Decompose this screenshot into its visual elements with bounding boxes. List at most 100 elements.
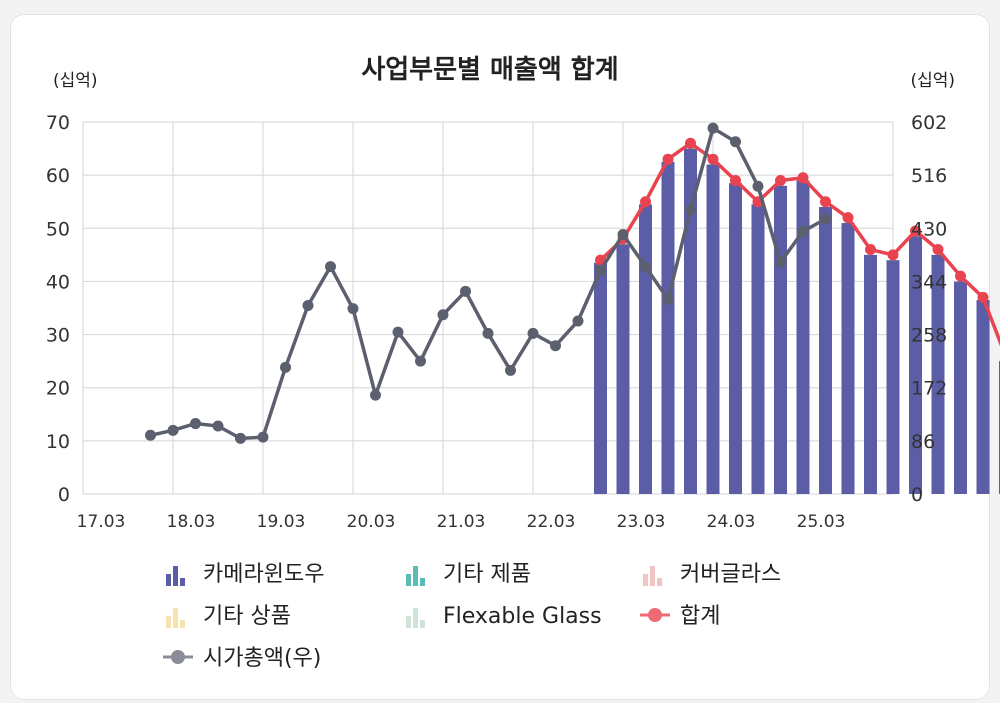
y-left-tick: 10 — [46, 431, 70, 453]
icon-bar — [406, 574, 411, 586]
total-point — [662, 153, 674, 165]
legend-item-camera-window[interactable]: 카메라윈도우 — [166, 562, 324, 587]
market-cap-point — [392, 326, 404, 338]
market-cap-point — [460, 285, 471, 297]
bar-chart-icon — [406, 608, 425, 628]
market-cap-point — [257, 431, 269, 443]
market-cap-point — [415, 355, 426, 367]
market-cap-point — [370, 389, 381, 401]
icon-bar — [180, 578, 185, 586]
market-cap-point — [595, 264, 606, 276]
market-cap-point — [145, 429, 156, 441]
bar-camera-window — [616, 244, 630, 494]
market-cap-point — [640, 261, 651, 273]
total-point — [842, 212, 854, 224]
legend: 카메라윈도우 기타 제품 커버글라스 기타 상품 Flexable Glass … — [163, 562, 781, 671]
icon-bar — [643, 574, 648, 586]
icon-bar — [650, 566, 655, 586]
market-cap-point — [527, 327, 539, 339]
y-left-unit: (십억) — [53, 71, 98, 91]
bar-camera-window — [841, 222, 855, 494]
bar-camera-window — [661, 161, 675, 494]
legend-item-total[interactable]: 합계 — [640, 604, 720, 629]
total-point — [730, 174, 741, 186]
x-tick: 18.03 — [167, 512, 216, 532]
market-cap-point — [212, 420, 224, 432]
market-cap-point — [797, 225, 809, 237]
total-point — [797, 172, 809, 184]
bar-camera-window — [909, 236, 922, 494]
lines — [145, 122, 1000, 444]
bar-camera-window — [774, 185, 787, 494]
market-cap-point — [550, 340, 561, 352]
y-right-tick: 516 — [911, 165, 947, 187]
total-point — [775, 174, 786, 186]
market-cap-point — [685, 204, 696, 216]
total-point — [707, 153, 719, 165]
total-point — [977, 291, 989, 303]
market-cap-point — [280, 361, 291, 373]
bar-chart-icon — [643, 566, 662, 586]
legend-item-cover-glass[interactable]: 커버글라스 — [643, 562, 781, 587]
x-tick: 20.03 — [347, 512, 396, 532]
bar-camera-window — [819, 207, 832, 494]
ticks: 0 0 10 86 20 172 30 258 40 344 50 430 60 516 70 602 17.0… — [46, 112, 947, 532]
legend-label: 커버글라스 — [680, 562, 781, 587]
y-right-unit: (십억) — [910, 71, 955, 91]
legend-item-market-cap[interactable]: 시가총액(우) — [163, 646, 321, 671]
legend-label: Flexable Glass — [443, 604, 602, 629]
legend-item-flexable-glass[interactable]: Flexable Glass — [406, 604, 602, 629]
y-right-tick: 602 — [911, 112, 947, 134]
bars — [594, 148, 1000, 495]
icon-bar — [413, 566, 418, 586]
y-right-tick: 172 — [911, 378, 947, 400]
x-tick: 19.03 — [257, 512, 306, 532]
bar-camera-window — [706, 164, 720, 494]
market-cap-point — [752, 180, 764, 192]
y-right-tick: 430 — [911, 218, 947, 240]
market-cap-point — [730, 136, 741, 148]
total-point — [865, 244, 876, 256]
total-point — [685, 137, 696, 149]
icon-bar — [420, 578, 425, 586]
market-cap-point — [662, 293, 674, 305]
bar-camera-window — [639, 204, 652, 494]
icon-bar — [406, 616, 411, 628]
total-point — [887, 249, 899, 261]
market-cap-point — [437, 309, 449, 321]
market-cap-point — [707, 122, 719, 134]
bar-camera-window — [864, 254, 877, 494]
bar-chart-icon — [406, 566, 425, 586]
legend-label: 시가총액(우) — [203, 646, 321, 671]
total-point — [820, 196, 831, 208]
market-cap-point — [572, 315, 584, 327]
y-left-tick: 0 — [58, 484, 70, 506]
bar-camera-window — [594, 262, 607, 494]
bar-chart-icon — [166, 608, 185, 628]
total-point — [955, 270, 966, 282]
y-left-tick: 30 — [46, 325, 70, 347]
market-cap-point — [347, 303, 359, 315]
market-cap-point — [482, 327, 494, 339]
x-tick: 21.03 — [437, 512, 486, 532]
bar-camera-window — [796, 180, 810, 494]
icon-bar — [173, 566, 178, 586]
icon-bar — [420, 620, 425, 628]
bar-camera-window — [886, 260, 900, 494]
icon-marker — [171, 650, 185, 664]
total-point — [910, 225, 921, 237]
legend-item-other-product[interactable]: 기타 제품 — [406, 562, 531, 587]
total-point — [640, 196, 651, 208]
icon-bar — [166, 574, 171, 586]
icon-bar — [180, 620, 185, 628]
icon-bar — [657, 578, 662, 586]
icon-marker — [648, 608, 662, 622]
icon-bar — [166, 616, 171, 628]
market-cap-point — [820, 213, 831, 225]
legend-label: 기타 제품 — [443, 562, 531, 587]
market-cap-point — [617, 228, 629, 240]
y-right-tick: 0 — [911, 484, 923, 506]
legend-item-other-goods[interactable]: 기타 상품 — [166, 604, 291, 629]
x-tick: 17.03 — [77, 512, 126, 532]
market-cap-point — [167, 424, 179, 436]
